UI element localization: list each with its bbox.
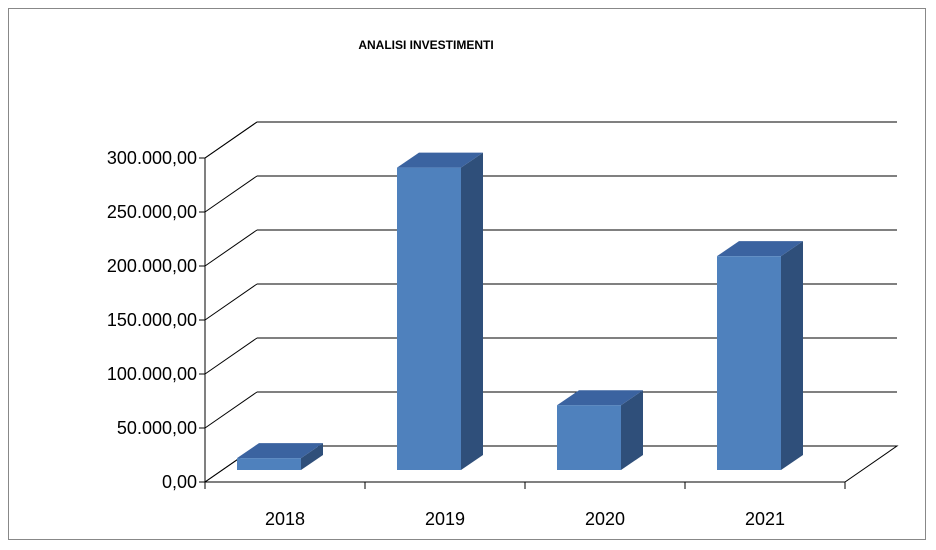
gridline-diagonal	[204, 121, 258, 159]
x-tick-label: 2019	[425, 509, 465, 529]
chart-title: ANALISI INVESTIMENTI	[358, 38, 494, 52]
bar-side	[301, 443, 323, 470]
bar-top	[717, 241, 803, 257]
y-tick-label: 200.000,00	[107, 256, 197, 276]
bar-top	[557, 390, 643, 406]
gridline-diagonal	[204, 391, 258, 429]
bar-2021	[717, 256, 781, 470]
bar-2020	[557, 405, 621, 470]
x-axis-labels: 2018 2019 2020 2021	[204, 482, 846, 529]
y-axis-labels: 0,00 50.000,00 100.000,00 150.000,00 200.000…	[107, 148, 197, 492]
bar-2019	[397, 167, 461, 470]
y-tick-label: 0,00	[162, 472, 197, 492]
gridline-diagonal	[204, 175, 258, 213]
bar-side	[621, 390, 643, 470]
y-tick-label: 150.000,00	[107, 310, 197, 330]
y-tick-label: 50.000,00	[117, 418, 197, 438]
chart-frame	[8, 8, 926, 540]
gridline-diagonal	[204, 283, 258, 321]
x-tick-label: 2021	[745, 509, 785, 529]
bar-side	[461, 152, 483, 470]
gridline-diagonal	[204, 337, 258, 375]
x-tick-label: 2018	[265, 509, 305, 529]
chart-bars	[237, 152, 803, 470]
bar-top	[397, 152, 483, 168]
y-tick-label: 100.000,00	[107, 364, 197, 384]
y-tick-label: 250.000,00	[107, 202, 197, 222]
bar-top	[237, 443, 323, 459]
y-tick-label: 300.000,00	[107, 148, 197, 168]
bar-side	[781, 241, 803, 470]
bar-2018	[237, 458, 301, 470]
x-tick-label: 2020	[585, 509, 625, 529]
gridline-diagonal	[204, 229, 258, 267]
